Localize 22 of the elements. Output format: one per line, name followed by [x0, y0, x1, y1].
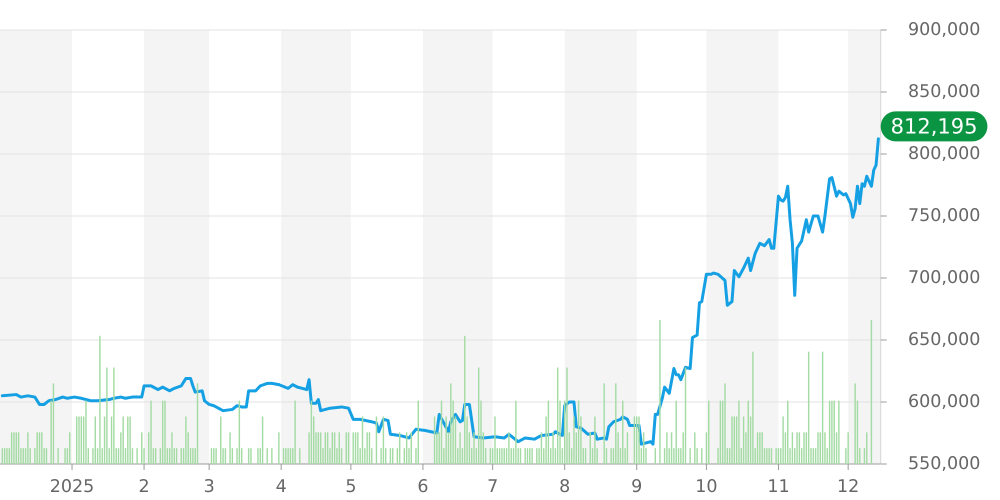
x-tick-label: 5: [345, 477, 356, 497]
y-tick-label: 650,000: [908, 330, 980, 350]
y-tick-label: 850,000: [908, 82, 980, 102]
x-tick-label: 2025: [50, 477, 94, 497]
y-tick-label: 600,000: [908, 392, 980, 412]
x-tick-label: 11: [767, 477, 790, 497]
x-tick-label: 4: [276, 477, 287, 497]
x-tick-label: 2: [138, 477, 150, 497]
x-tick-label: 6: [417, 477, 428, 497]
y-tick-label: 700,000: [908, 268, 980, 288]
y-tick-label: 900,000: [908, 20, 980, 40]
y-tick-label: 750,000: [908, 206, 980, 226]
y-tick-label: 800,000: [908, 144, 980, 164]
line-series: [0, 137, 880, 446]
annotation: 812,195: [890, 114, 978, 138]
x-tick-label: 7: [487, 477, 498, 497]
x-tick-label: 12: [837, 477, 860, 497]
x-tick-label: 8: [559, 477, 570, 497]
x-tick-label: 9: [631, 477, 642, 497]
x-tick-label: 10: [695, 477, 718, 497]
x-tick-label: 3: [204, 477, 215, 497]
y-tick-label: 550,000: [908, 454, 980, 474]
